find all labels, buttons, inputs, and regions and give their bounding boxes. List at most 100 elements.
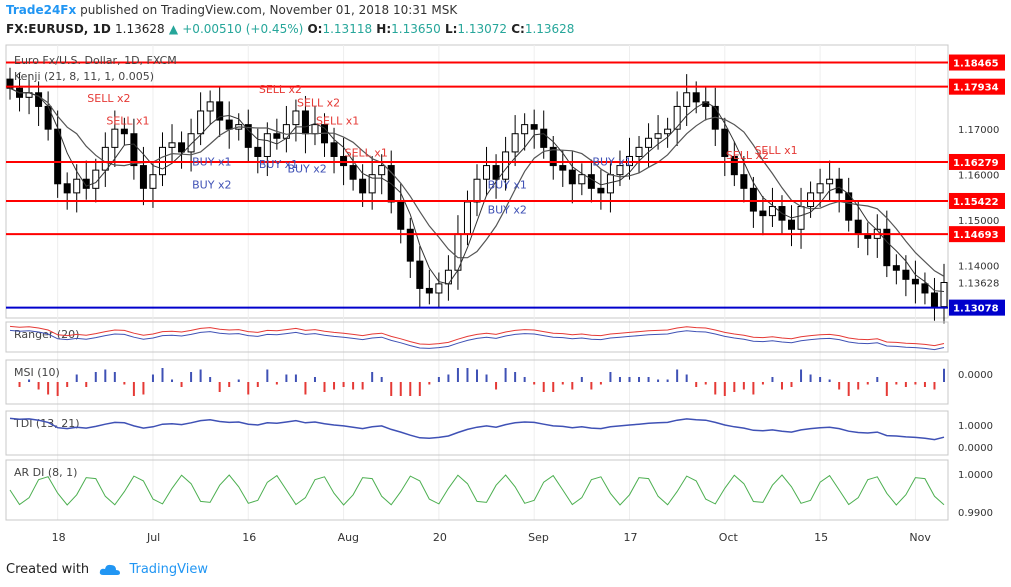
chart-title: Euro Fx/U.S. Dollar, 1D, FXCM bbox=[14, 54, 177, 67]
level-price-label: 1.15422 bbox=[953, 197, 999, 208]
candle bbox=[168, 142, 176, 148]
candle bbox=[635, 146, 643, 157]
level-price-label: 1.17934 bbox=[953, 83, 999, 94]
low-value: 1.13072 bbox=[457, 22, 508, 36]
candle bbox=[930, 292, 938, 308]
candle bbox=[645, 137, 653, 148]
candle bbox=[911, 278, 919, 285]
indicator-pane-title: AR DI (8, 1) bbox=[14, 466, 77, 479]
candle bbox=[149, 174, 157, 189]
candle bbox=[444, 269, 452, 285]
candle bbox=[854, 219, 862, 235]
candle bbox=[492, 165, 500, 180]
candle bbox=[378, 165, 386, 176]
indicator-pane-border bbox=[5, 459, 949, 521]
candle bbox=[416, 260, 424, 289]
candle bbox=[463, 201, 471, 235]
candle bbox=[359, 178, 367, 194]
high-label: H: bbox=[376, 22, 392, 36]
candle bbox=[578, 174, 586, 185]
level-price-label: 1.14693 bbox=[953, 230, 999, 241]
candle bbox=[616, 165, 624, 176]
candle bbox=[816, 183, 824, 194]
level-price-label: 1.16279 bbox=[953, 158, 999, 169]
candle bbox=[206, 101, 214, 112]
candle bbox=[654, 133, 662, 139]
candle bbox=[892, 265, 900, 271]
candle bbox=[549, 146, 557, 167]
y-tick-label: 1.14000 bbox=[958, 262, 999, 273]
candle bbox=[197, 110, 205, 135]
candle bbox=[216, 101, 224, 121]
candle bbox=[540, 128, 548, 148]
candle bbox=[597, 187, 605, 194]
candle bbox=[44, 105, 52, 130]
y-tick-label: 1.13628 bbox=[958, 279, 999, 290]
y-tick-label: 1.17000 bbox=[958, 125, 999, 136]
candle bbox=[139, 165, 147, 189]
candle bbox=[101, 146, 109, 171]
sell-signal-label: SELL x1 bbox=[345, 146, 388, 159]
candle bbox=[721, 128, 729, 157]
indicator-tick-label: 0.0000 bbox=[958, 443, 993, 454]
candle bbox=[749, 187, 757, 212]
x-tick-label: Nov bbox=[909, 531, 931, 544]
buy-signal-label: BUY x2 bbox=[287, 162, 326, 175]
x-tick-label: 16 bbox=[242, 531, 256, 544]
candle bbox=[807, 192, 815, 208]
y-tick-label: 1.16000 bbox=[958, 171, 999, 182]
up-arrow-icon: ▲ bbox=[168, 22, 179, 36]
indicator-pane-title: TDI (13, 21) bbox=[13, 417, 80, 430]
candle bbox=[130, 133, 138, 167]
candle bbox=[740, 174, 748, 189]
candle bbox=[397, 201, 405, 230]
candle bbox=[921, 283, 929, 294]
buy-signal-label: BUY x1 bbox=[592, 156, 631, 169]
candle bbox=[483, 165, 491, 180]
candle bbox=[730, 155, 738, 176]
tradingview-link[interactable]: TradingView bbox=[129, 562, 208, 577]
x-tick-label: 20 bbox=[433, 531, 447, 544]
publisher-name[interactable]: Trade24Fx bbox=[6, 3, 77, 17]
candle bbox=[826, 178, 834, 185]
candle bbox=[473, 178, 481, 203]
ranger-lower-line bbox=[9, 329, 945, 351]
candle bbox=[568, 169, 576, 185]
symbol-label: FX:EURUSD, 1D bbox=[6, 22, 111, 36]
candle bbox=[835, 178, 843, 194]
candle bbox=[330, 142, 338, 157]
candle bbox=[759, 210, 767, 217]
candle bbox=[254, 146, 262, 157]
publish-info: published on TradingView.com, November 0… bbox=[80, 3, 458, 17]
candle bbox=[349, 165, 357, 180]
level-price-tag bbox=[949, 192, 1005, 209]
candle bbox=[559, 165, 567, 171]
candle bbox=[521, 124, 529, 135]
candle bbox=[692, 92, 700, 103]
indicator-pane-border bbox=[5, 359, 949, 405]
candle bbox=[883, 228, 891, 267]
candle bbox=[587, 174, 595, 189]
candle bbox=[530, 124, 538, 130]
sell-signal-label: SELL x1 bbox=[754, 144, 797, 157]
candle bbox=[82, 178, 90, 189]
high-value: 1.13650 bbox=[391, 22, 441, 36]
sell-signal-label: SELL x2 bbox=[87, 92, 130, 105]
x-tick-label: 18 bbox=[52, 531, 66, 544]
candle bbox=[406, 228, 414, 262]
candle bbox=[664, 128, 672, 135]
sell-signal-label: SELL x2 bbox=[297, 96, 340, 109]
candle bbox=[940, 282, 948, 308]
candle bbox=[301, 110, 309, 135]
sell-signal-label: SELL x1 bbox=[106, 115, 149, 128]
buy-signal-label: BUY x1 bbox=[192, 156, 231, 169]
kenji-slow-line bbox=[9, 87, 945, 277]
symbol-header: FX:EURUSD, 1D 1.13628 ▲ +0.00510 (+0.45%… bbox=[6, 22, 574, 36]
candle bbox=[63, 183, 71, 194]
buy-signal-label: BUY x2 bbox=[192, 178, 231, 191]
price-chart[interactable]: 1.18465 1.17934 1.16279 1.15422 1.14693 1.130… bbox=[0, 0, 1011, 560]
indicator-tick-label: 1.0000 bbox=[958, 421, 993, 432]
indicator-tick-label: 0.9900 bbox=[958, 508, 993, 519]
candle bbox=[244, 124, 252, 148]
low-label: L: bbox=[444, 22, 458, 36]
